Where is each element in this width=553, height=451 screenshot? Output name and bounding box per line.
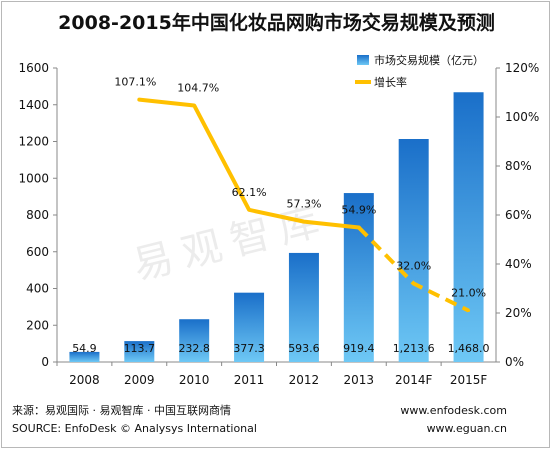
x-tick-label: 2013 xyxy=(344,373,375,387)
x-tick-label: 2014F xyxy=(395,373,433,387)
y-left-tick-label: 1600 xyxy=(18,61,49,75)
bar-value-label: 1,468.0 xyxy=(448,342,490,355)
footer-url-eguan: www.eguan.cn xyxy=(426,422,507,435)
y-left-tick-label: 200 xyxy=(26,318,49,332)
y-left-tick-label: 800 xyxy=(26,208,49,222)
bar-2010 xyxy=(179,319,210,362)
legend-bar-label: 市场交易规模（亿元） xyxy=(374,53,484,67)
footer-source-cn: 来源：易观国际 · 易观智库 · 中国互联网商情 xyxy=(12,404,231,417)
y-left-tick-label: 400 xyxy=(26,282,49,296)
y-left-tick-label: 1000 xyxy=(18,171,49,185)
bar-value-label: 232.8 xyxy=(178,342,210,355)
y-right-tick-label: 20% xyxy=(505,306,532,320)
y-right-tick-label: 80% xyxy=(505,159,532,173)
bar-2011 xyxy=(234,292,265,362)
y-left-tick-label: 1200 xyxy=(18,135,49,149)
x-tick-label: 2015F xyxy=(450,373,488,387)
growth-value-label: 107.1% xyxy=(114,76,156,89)
x-tick-label: 2009 xyxy=(124,373,155,387)
footer-source-en: SOURCE: EnfoDesk © Analysys Internationa… xyxy=(12,422,257,435)
bar-2014F xyxy=(398,139,429,362)
legend-line-label: 增长率 xyxy=(374,75,407,89)
y-left-tick-label: 0 xyxy=(41,355,49,369)
y-right-tick-label: 0% xyxy=(505,355,524,369)
bar-2008 xyxy=(69,351,100,362)
bar-value-label: 54.9 xyxy=(72,342,97,355)
y-left-tick-label: 600 xyxy=(26,245,49,259)
x-tick-label: 2011 xyxy=(234,373,265,387)
growth-point xyxy=(137,98,141,102)
bar-value-label: 919.4 xyxy=(343,342,375,355)
chart-title: 2008-2015年中国化妆品网购市场交易规模及预测 xyxy=(58,12,495,34)
growth-value-label: 104.7% xyxy=(177,81,219,94)
growth-point xyxy=(357,225,361,229)
bar-2012 xyxy=(288,252,319,362)
growth-point xyxy=(192,103,196,107)
growth-line-solid xyxy=(137,97,361,230)
growth-point xyxy=(247,208,251,212)
bar-2009 xyxy=(124,341,155,362)
y-right-tick-label: 120% xyxy=(505,61,539,75)
growth-value-label: 21.0% xyxy=(451,287,486,300)
bar-value-label: 1,213.6 xyxy=(393,342,435,355)
growth-value-label: 62.1% xyxy=(232,186,267,199)
growth-value-label: 54.9% xyxy=(341,203,376,216)
growth-value-label: 57.3% xyxy=(286,198,321,211)
growth-point xyxy=(302,220,306,224)
y-right-tick-label: 100% xyxy=(505,110,539,124)
x-tick-label: 2008 xyxy=(69,373,100,387)
x-tick-label: 2012 xyxy=(289,373,320,387)
x-tick-label: 2010 xyxy=(179,373,210,387)
bar-value-label: 593.6 xyxy=(288,342,320,355)
bar-value-label: 113.7 xyxy=(124,342,156,355)
bar-2013 xyxy=(343,193,374,362)
legend-bar-swatch xyxy=(357,55,369,65)
footer-source: 来源：易观国际 · 易观智库 · 中国互联网商情 SOURCE: EnfoDes… xyxy=(12,402,257,438)
bar-2015F xyxy=(453,92,484,362)
bar-value-label: 377.3 xyxy=(233,342,265,355)
growth-value-label: 32.0% xyxy=(396,260,431,273)
growth-point xyxy=(467,309,471,313)
footer-urls: www.enfodesk.com www.eguan.cn xyxy=(400,402,507,438)
footer-url-enfodesk: www.enfodesk.com xyxy=(400,404,507,417)
y-left-tick-label: 1400 xyxy=(18,98,49,112)
growth-point xyxy=(412,282,416,286)
y-right-tick-label: 60% xyxy=(505,208,532,222)
y-right-tick-label: 40% xyxy=(505,257,532,271)
